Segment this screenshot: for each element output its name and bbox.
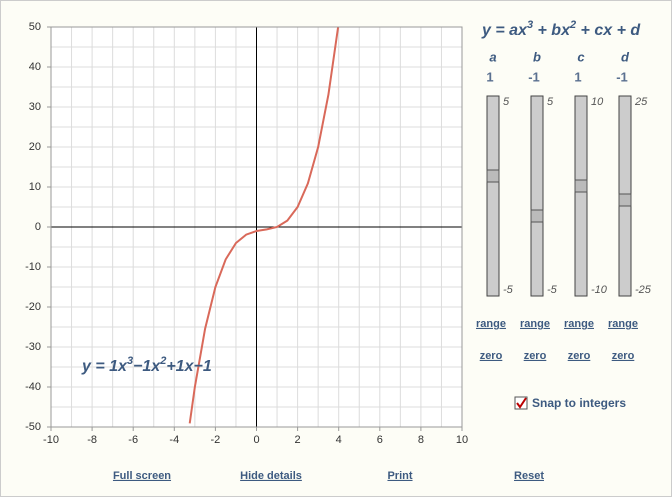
curve-label: y = 1x3−1x2+1x−1 <box>81 355 212 375</box>
slider-max: 5 <box>503 96 510 108</box>
y-tick-label: 50 <box>29 21 41 33</box>
snap-label[interactable]: Snap to integers <box>532 396 626 410</box>
range-link[interactable]: range <box>608 318 638 330</box>
slider-min: -5 <box>503 284 514 296</box>
slider-thumb[interactable] <box>618 193 632 207</box>
formula-part: −1x <box>133 358 161 375</box>
x-tick-label: -8 <box>87 434 97 446</box>
footer: Full screen Hide details Print Reset <box>113 470 544 482</box>
slider-value: -1 <box>616 69 628 84</box>
zero-link[interactable]: zero <box>524 350 547 362</box>
slider-name: c <box>577 49 585 64</box>
slider-max: 10 <box>591 96 604 108</box>
slider-thumb[interactable] <box>574 179 588 193</box>
x-tick-label: 2 <box>295 434 301 446</box>
superscript: 2 <box>159 355 166 367</box>
x-tick-label: -10 <box>43 434 59 446</box>
slider-max: 5 <box>547 96 554 108</box>
slider-min: -5 <box>547 284 558 296</box>
slider-track <box>486 95 500 297</box>
slider-thumb[interactable] <box>486 169 500 183</box>
zero-link[interactable]: zero <box>612 350 635 362</box>
zero-link[interactable]: zero <box>480 350 503 362</box>
function-curve <box>188 27 340 424</box>
superscript: 3 <box>127 355 133 367</box>
y-tick-label: -30 <box>25 341 41 353</box>
y-tick-label: 20 <box>29 141 41 153</box>
y-tick-label: -10 <box>25 261 41 273</box>
y-tick-label: 0 <box>35 221 41 233</box>
x-tick-label: 0 <box>253 434 259 446</box>
footer-link[interactable]: Reset <box>514 470 544 482</box>
slider-value: -1 <box>528 69 540 84</box>
grid: -10 -8 -6 -4 -2 0 2 4 6 8 10-50-40-30-20-100102030… <box>25 21 468 446</box>
x-tick-label: 6 <box>377 434 383 446</box>
formula: y = ax3 + bx2 + cx + d <box>481 19 641 39</box>
footer-link[interactable]: Print <box>387 470 412 482</box>
slider-value: 1 <box>486 69 493 84</box>
zero-link[interactable]: zero <box>568 350 591 362</box>
y-tick-label: 40 <box>29 61 41 73</box>
slider-name: d <box>621 49 630 64</box>
y-tick-label: -20 <box>25 301 41 313</box>
footer-link[interactable]: Full screen <box>113 470 171 482</box>
slider-track <box>574 95 588 297</box>
range-link[interactable]: range <box>564 318 594 330</box>
superscript: 2 <box>569 19 576 31</box>
formula-part: +1x−1 <box>166 358 211 375</box>
curve-layer <box>188 27 340 424</box>
plot-border <box>50 26 463 428</box>
slider-name: a <box>489 49 496 64</box>
y-tick-label: 10 <box>29 181 41 193</box>
x-tick-label: 10 <box>456 434 468 446</box>
formula-part: y = 1x <box>81 358 128 375</box>
y-tick-label: -50 <box>25 421 41 433</box>
superscript: 3 <box>527 19 533 31</box>
x-tick-label: -2 <box>211 434 221 446</box>
x-tick-label: -4 <box>169 434 179 446</box>
check-mark <box>516 397 527 409</box>
slider-track <box>530 95 544 297</box>
footer-link[interactable]: Hide details <box>240 470 302 482</box>
sliders: a15-5rangezerob-15-5rangezeroc110-10rang… <box>476 49 652 361</box>
y-tick-label: 30 <box>29 101 41 113</box>
slider-max: 25 <box>634 96 648 108</box>
range-link[interactable]: range <box>520 318 550 330</box>
slider-name: b <box>533 49 541 64</box>
slider-min: -25 <box>635 284 652 296</box>
x-tick-label: 4 <box>336 434 342 446</box>
slider-min: -10 <box>591 284 608 296</box>
formula-part: + bx <box>533 22 571 39</box>
formula-part: + cx + d <box>576 22 641 39</box>
x-tick-label: -6 <box>128 434 138 446</box>
range-link[interactable]: range <box>476 318 506 330</box>
slider-value: 1 <box>574 69 581 84</box>
x-tick-label: 8 <box>418 434 424 446</box>
slider-thumb[interactable] <box>530 209 544 223</box>
y-tick-label: -40 <box>25 381 41 393</box>
formula-part: y = ax <box>481 22 528 39</box>
